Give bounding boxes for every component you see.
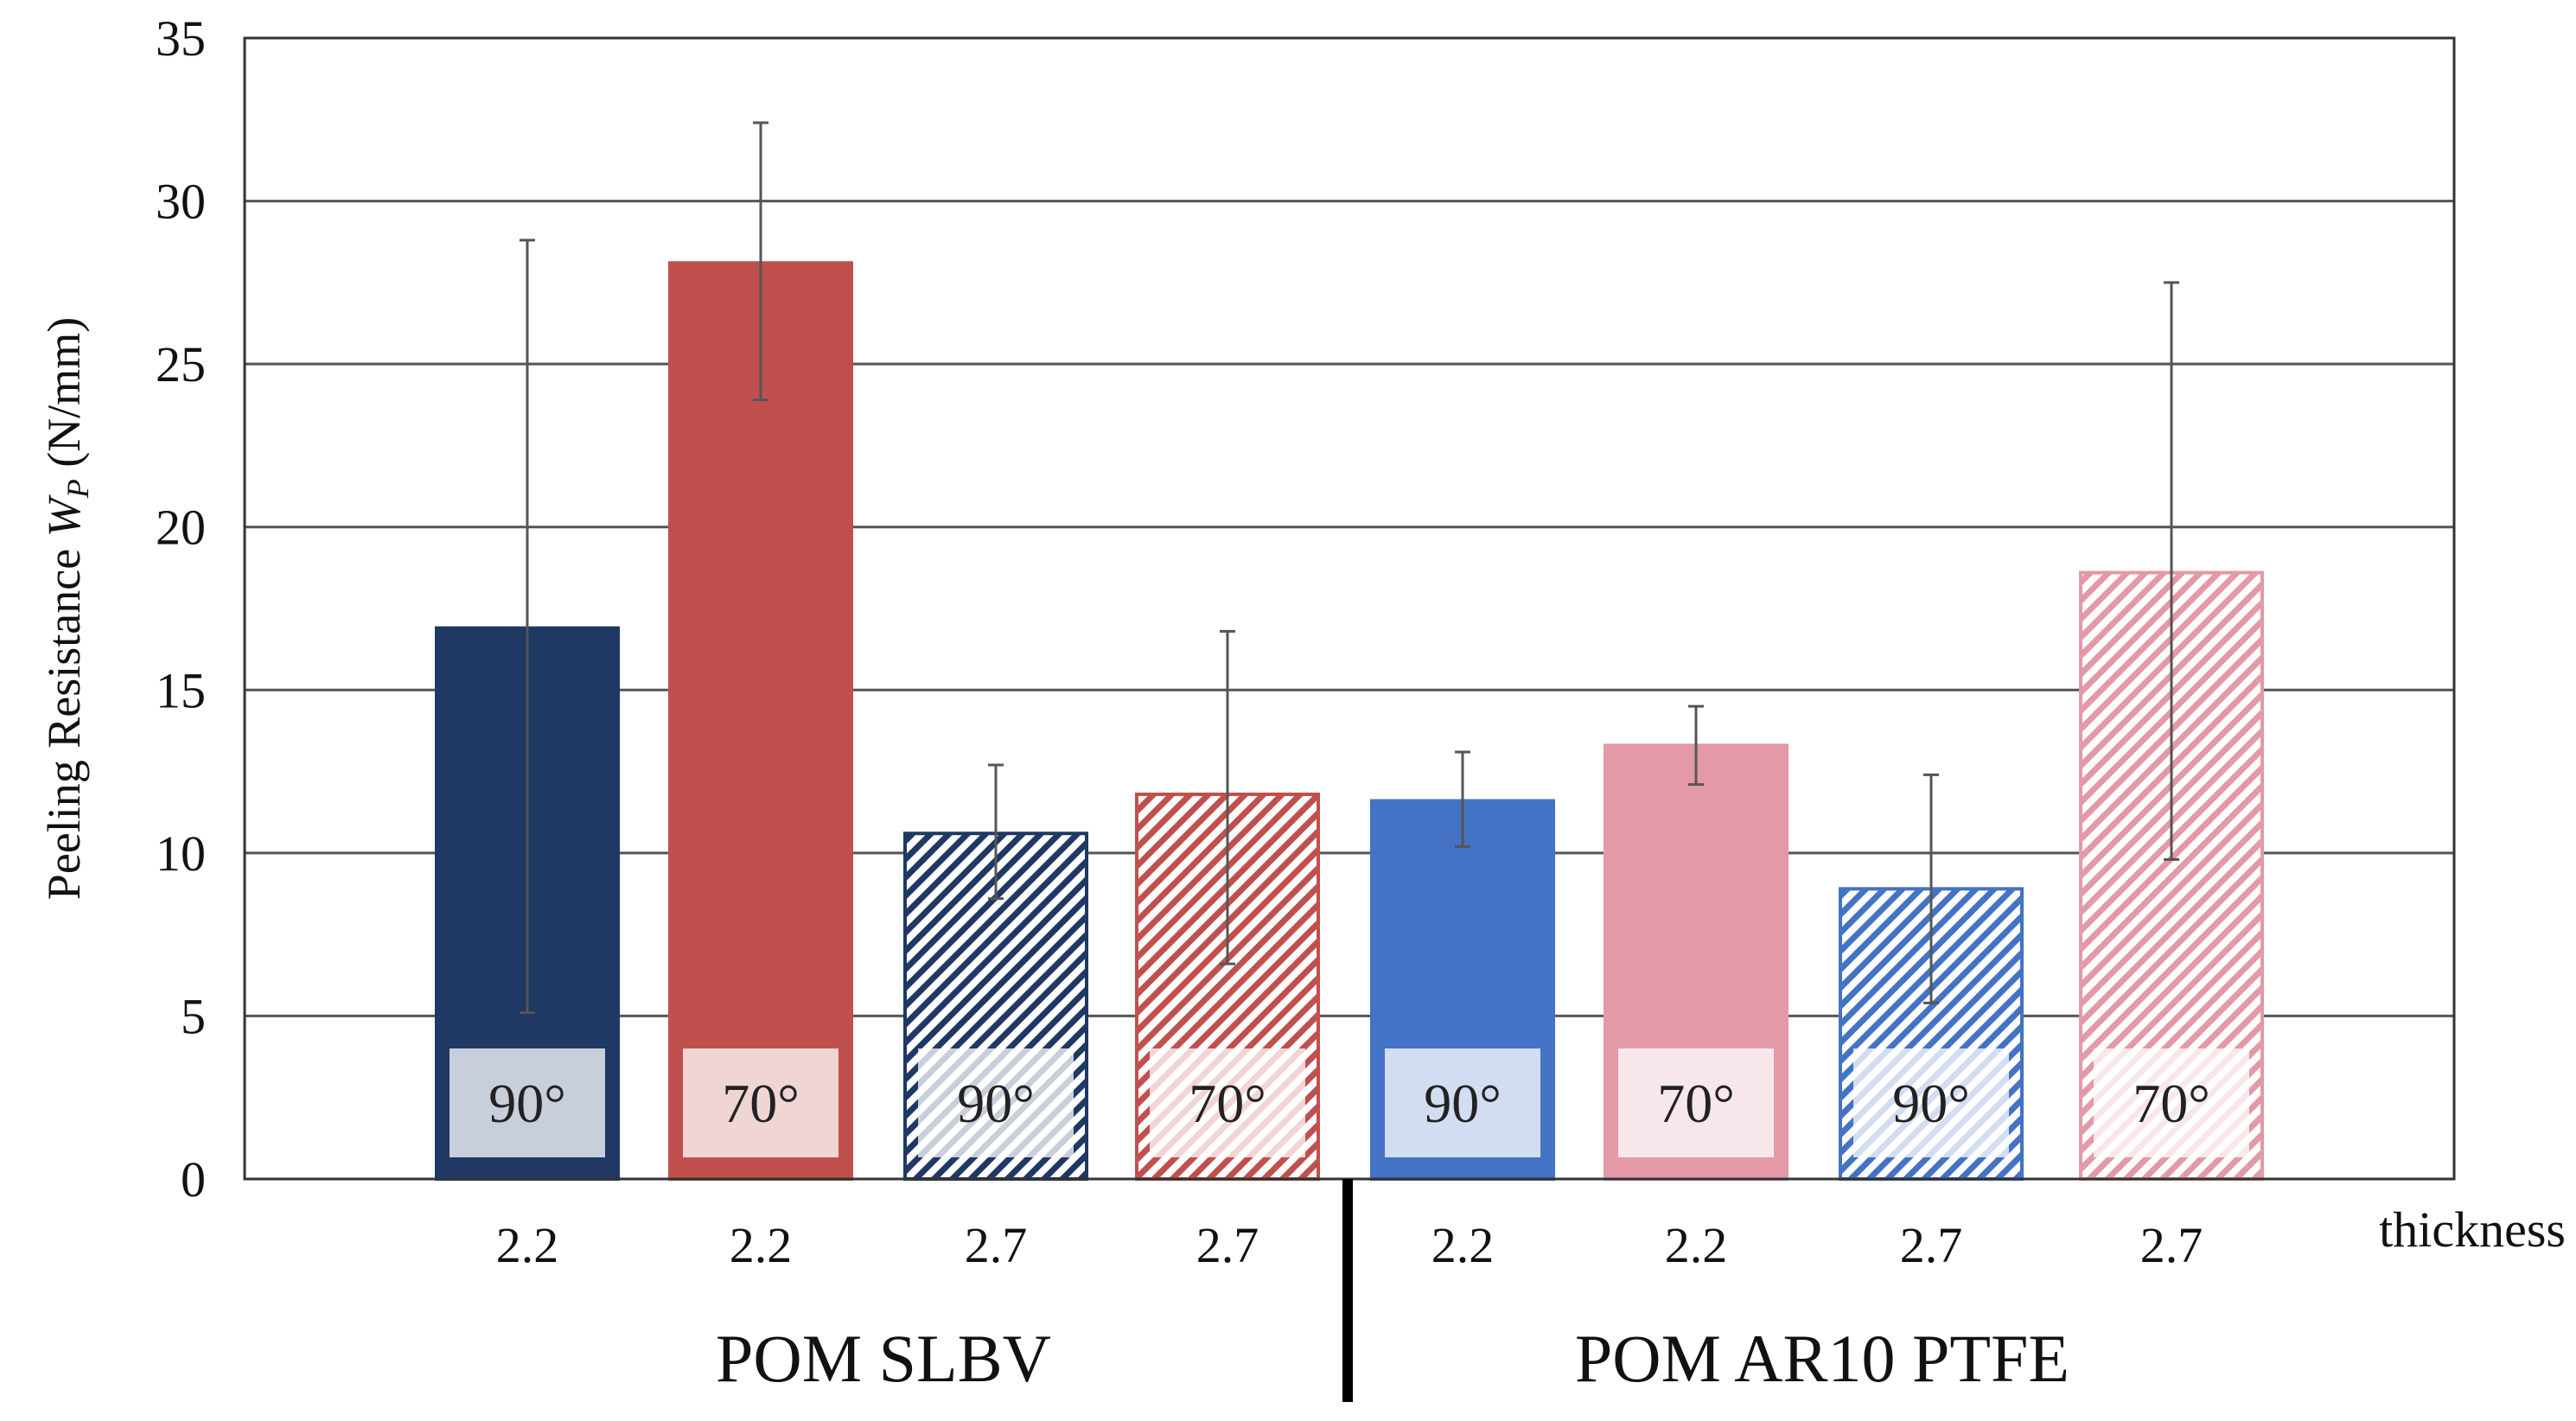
y-tick-label-0: 0 (181, 1151, 206, 1208)
angle-badge-7 (1853, 1048, 2009, 1157)
x-tick-label-5: 2.2 (1431, 1217, 1495, 1273)
x-tick-label-7: 2.7 (1900, 1217, 1963, 1273)
angle-badge-8 (2094, 1048, 2249, 1157)
angle-badge-5 (1385, 1048, 1540, 1157)
y-tick-label-10: 10 (156, 825, 206, 882)
x-tick-label-6: 2.2 (1665, 1217, 1728, 1273)
angle-label-2: 70° (722, 1073, 800, 1134)
angle-label-7: 90° (1892, 1073, 1970, 1134)
y-axis-label: Peeling Resistance WP (N/mm) (38, 317, 95, 900)
x-tick-label-8: 2.7 (2140, 1217, 2203, 1273)
angle-badge-4 (1150, 1048, 1305, 1157)
y-tick-labels: 0 5 10 15 20 25 30 35 (156, 10, 206, 1208)
angle-labels: 90° 70° 90° 70° 90° 70° 90° 70° (450, 1048, 2249, 1157)
angle-badge-1 (450, 1048, 605, 1157)
angle-badge-3 (918, 1048, 1074, 1157)
y-tick-label-25: 25 (156, 336, 206, 392)
angle-label-6: 70° (1657, 1073, 1735, 1134)
angle-badge-2 (683, 1048, 838, 1157)
y-tick-label-15: 15 (156, 662, 206, 718)
x-tick-labels: 2.2 2.2 2.7 2.7 2.2 2.2 2.7 2.7 (496, 1217, 2203, 1273)
bars (435, 261, 2264, 1182)
x-tick-label-1: 2.2 (496, 1217, 559, 1273)
bar-2 (668, 261, 853, 1182)
angle-badge-6 (1618, 1048, 1774, 1157)
x-tick-label-3: 2.7 (965, 1217, 1028, 1273)
angle-label-3: 90° (957, 1073, 1035, 1134)
x-tick-label-2: 2.2 (730, 1217, 793, 1273)
y-tick-label-20: 20 (156, 500, 206, 556)
y-tick-label-5: 5 (181, 988, 206, 1044)
y-tick-label-30: 30 (156, 174, 206, 230)
error-bars (520, 121, 2179, 1015)
angle-label-8: 70° (2133, 1073, 2210, 1134)
angle-label-1: 90° (488, 1073, 566, 1134)
y-tick-label-35: 35 (156, 10, 206, 67)
angle-label-4: 70° (1189, 1073, 1266, 1134)
group-label-pom-slbv: POM SLBV (716, 1321, 1051, 1396)
x-axis-title: thickness (2379, 1201, 2566, 1258)
group-label-pom-ar10-ptfe: POM AR10 PTFE (1575, 1321, 2069, 1396)
angle-label-5: 90° (1424, 1073, 1502, 1134)
x-tick-label-4: 2.7 (1196, 1217, 1259, 1273)
